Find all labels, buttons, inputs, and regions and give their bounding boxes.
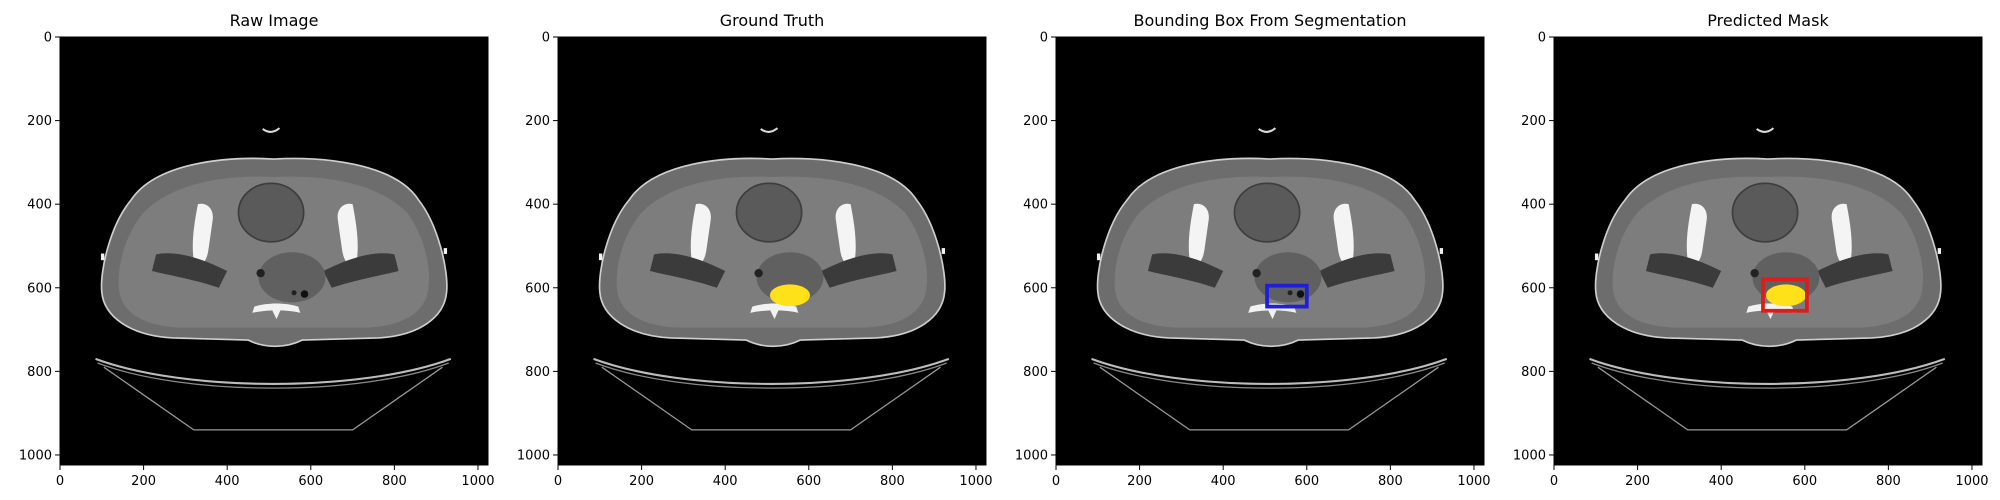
y-tick-label: 600: [27, 281, 52, 296]
y-tick-label: 400: [27, 198, 52, 213]
y-tick-label: 800: [27, 365, 52, 380]
x-tick-label: 0: [56, 474, 64, 489]
y-tick-label: 1000: [1513, 448, 1546, 463]
axes-frame: [59, 36, 489, 466]
image-panel: Bounding Box From Segmentation 0 200 400 600…: [1015, 11, 1491, 489]
y-tick-label: 0: [1538, 31, 1546, 46]
ct-image: [60, 37, 488, 465]
x-tick-label: 0: [554, 474, 562, 489]
segmentation-mask: [769, 284, 811, 307]
x-tick-label: 200: [629, 474, 654, 489]
x-tick-label: 200: [1127, 474, 1152, 489]
y-tick-label: 400: [1023, 198, 1048, 213]
x-tick-label: 800: [880, 474, 905, 489]
axes-frame: [1055, 36, 1485, 466]
image-panel: Predicted Mask 0 200 400 600 800 1000 0 200 400 60…: [1513, 11, 1989, 489]
panel-title: Predicted Mask: [1707, 11, 1829, 30]
x-tick-label: 1000: [959, 474, 992, 489]
y-tick-label: 200: [27, 114, 52, 129]
bounding-box: [1761, 277, 1809, 313]
image-panel: Ground Truth 0 200 400 600 800 1000 0 200 400 600 8…: [517, 11, 993, 489]
y-tick-label: 200: [525, 114, 550, 129]
ct-image: [1554, 37, 1982, 465]
x-tick-label: 600: [1294, 474, 1319, 489]
y-tick-label: 600: [1023, 281, 1048, 296]
y-tick-label: 400: [1521, 198, 1546, 213]
y-tick-label: 0: [1040, 31, 1048, 46]
image-panel: Raw Image 0 200 400 600 800 1000 0 200 400 600 800 1…: [19, 11, 495, 489]
x-tick-label: 400: [713, 474, 738, 489]
x-tick-label: 200: [1625, 474, 1650, 489]
panel-title: Bounding Box From Segmentation: [1133, 11, 1406, 30]
x-tick-label: 200: [131, 474, 156, 489]
y-tick-label: 1000: [19, 448, 52, 463]
ct-image: [1056, 37, 1484, 465]
y-tick-label: 600: [1521, 281, 1546, 296]
y-tick-label: 0: [44, 31, 52, 46]
panel-title: Ground Truth: [720, 11, 825, 30]
axes-frame: [557, 36, 987, 466]
x-tick-label: 600: [298, 474, 323, 489]
x-tick-label: 800: [382, 474, 407, 489]
x-tick-label: 400: [1709, 474, 1734, 489]
x-tick-label: 0: [1052, 474, 1060, 489]
y-tick-label: 0: [542, 31, 550, 46]
x-tick-label: 600: [796, 474, 821, 489]
x-tick-label: 800: [1876, 474, 1901, 489]
x-tick-label: 0: [1550, 474, 1558, 489]
axes-frame: [1553, 36, 1983, 466]
x-tick-label: 1000: [1955, 474, 1988, 489]
bounding-box: [1265, 283, 1309, 309]
y-tick-label: 1000: [1015, 448, 1048, 463]
ct-image: [558, 37, 986, 465]
y-tick-label: 800: [1521, 365, 1546, 380]
panel-title: Raw Image: [230, 11, 319, 30]
y-tick-label: 800: [1023, 365, 1048, 380]
y-tick-label: 600: [525, 281, 550, 296]
x-tick-label: 1000: [1457, 474, 1490, 489]
segmentation-mask: [1765, 284, 1807, 307]
x-tick-label: 800: [1378, 474, 1403, 489]
y-tick-label: 1000: [517, 448, 550, 463]
x-tick-label: 600: [1792, 474, 1817, 489]
y-tick-label: 200: [1521, 114, 1546, 129]
x-tick-label: 400: [1211, 474, 1236, 489]
y-tick-label: 800: [525, 365, 550, 380]
y-tick-label: 400: [525, 198, 550, 213]
x-tick-label: 400: [215, 474, 240, 489]
x-tick-label: 1000: [461, 474, 494, 489]
y-tick-label: 200: [1023, 114, 1048, 129]
